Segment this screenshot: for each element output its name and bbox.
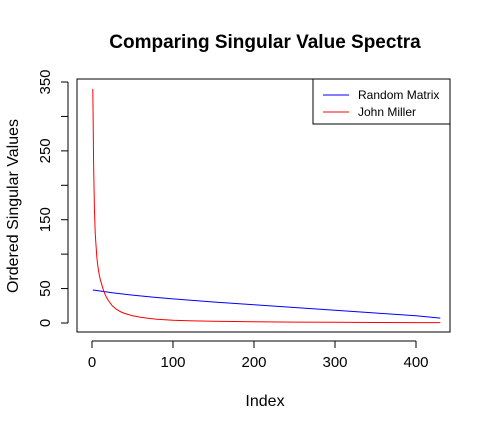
y-tick-label: 50 <box>37 280 54 297</box>
x-tick-label: 0 <box>88 354 96 371</box>
series-line-2 <box>92 88 441 324</box>
legend: Random Matrix John Miller <box>312 78 451 125</box>
y-tick-label: 150 <box>37 207 54 232</box>
x-tick-label: 400 <box>403 354 428 371</box>
legend-label-1: Random Matrix <box>358 88 439 102</box>
x-tick-label: 100 <box>160 354 185 371</box>
y-tick-label: 0 <box>37 319 54 327</box>
x-tick-label: 200 <box>241 354 266 371</box>
legend-label-2: John Miller <box>358 105 416 119</box>
x-axis: 0 100 200 300 400 <box>88 340 429 371</box>
series-line-1 <box>92 289 441 319</box>
x-axis-label: Index <box>245 393 284 410</box>
y-axis-label: Ordered Singular Values <box>5 119 22 293</box>
y-tick-label: 350 <box>37 69 54 94</box>
chart-title: Comparing Singular Value Spectra <box>109 32 421 53</box>
series-layer <box>92 88 441 324</box>
x-tick-label: 300 <box>322 354 347 371</box>
plot-area-frame <box>76 78 451 333</box>
y-tick-label: 250 <box>37 138 54 163</box>
legend-box <box>312 78 451 125</box>
y-axis: 0 50 150 250 350 <box>37 69 69 327</box>
